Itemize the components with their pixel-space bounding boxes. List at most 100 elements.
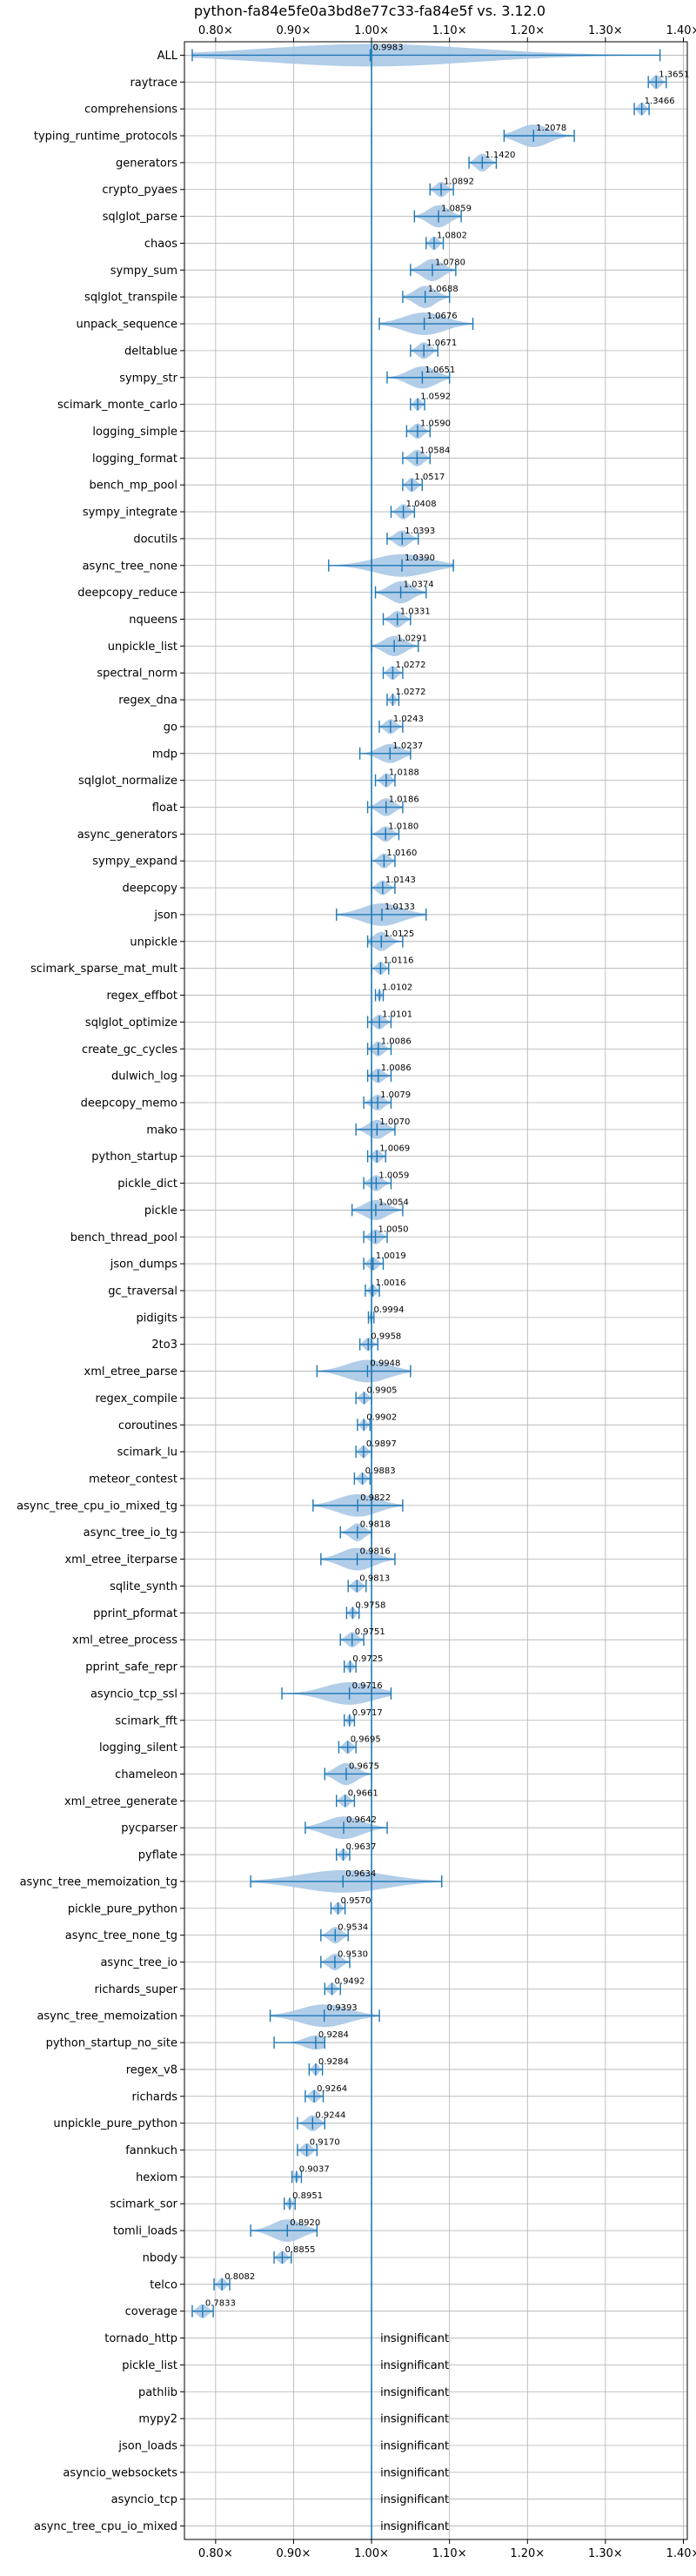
benchmark-label: richards: [132, 2090, 178, 2103]
value-label: 0.9983: [373, 43, 404, 52]
value-label: 0.9634: [345, 1869, 376, 1879]
value-label: 0.9661: [348, 1788, 378, 1798]
value-label: 0.9902: [366, 1412, 397, 1422]
benchmark-label: tornado_http: [104, 2332, 177, 2345]
value-label: 1.0133: [385, 902, 415, 912]
benchmark-label: coverage: [125, 2305, 177, 2318]
value-label: 0.8082: [224, 2272, 255, 2282]
benchmark-label: scimark_sparse_mat_mult: [30, 963, 177, 976]
benchmark-label: xml_etree_parse: [84, 1365, 177, 1379]
benchmark-label: go: [164, 721, 177, 734]
benchmark-label: logging_format: [92, 453, 177, 466]
insignificant-label: insignificant: [380, 2332, 449, 2345]
value-label: 1.0802: [437, 231, 467, 240]
benchmark-label: dulwich_log: [111, 1070, 177, 1083]
value-label: 0.9284: [318, 2030, 349, 2040]
benchmark-label: asyncio_websockets: [63, 2466, 177, 2479]
value-label: 1.0079: [380, 1090, 411, 1100]
value-label: 1.0272: [395, 688, 425, 697]
chart-title: python-fa84e5fe0a3bd8e77c33-fa84e5f vs. …: [194, 3, 545, 19]
value-label: 0.9905: [367, 1385, 398, 1395]
benchmark-label: regex_dna: [118, 694, 177, 708]
value-label: 1.0517: [414, 473, 445, 482]
benchmark-label: float: [152, 802, 177, 815]
benchmark-label: sympy_expand: [92, 855, 177, 869]
value-label: 0.9530: [338, 1950, 368, 1960]
value-label: 1.0584: [419, 446, 450, 455]
value-label: 1.0393: [405, 527, 435, 536]
benchmark-label: mypy2: [138, 2413, 177, 2426]
benchmark-label: async_tree_none: [83, 560, 177, 573]
value-label: 0.9818: [360, 1520, 391, 1530]
benchmark-label: comprehensions: [84, 104, 177, 117]
value-label: 0.9534: [338, 1923, 368, 1933]
benchmark-label: chameleon: [115, 1768, 177, 1781]
value-label: 1.0272: [395, 661, 425, 670]
value-label: 0.8855: [284, 2245, 315, 2255]
benchmark-label: python_startup_no_site: [46, 2037, 177, 2050]
x-tick-label-bottom: 0.90×: [277, 2547, 311, 2560]
x-tick-label-bottom: 1.10×: [432, 2547, 467, 2560]
value-label: 0.9393: [327, 2003, 358, 2013]
value-label: 1.0050: [378, 1224, 409, 1234]
value-label: 0.9492: [335, 1976, 365, 1986]
value-label: 1.0186: [389, 795, 419, 805]
value-label: 1.0143: [385, 875, 416, 885]
benchmark-label: xml_etree_process: [72, 1634, 177, 1647]
value-label: 0.9813: [359, 1573, 390, 1583]
value-label: 1.0592: [420, 392, 451, 402]
marks-layer: [191, 42, 667, 2539]
value-label: 0.8951: [292, 2191, 323, 2201]
benchmark-label: sympy_str: [119, 372, 177, 385]
value-label: 1.3466: [645, 97, 675, 106]
benchmark-label: sympy_sum: [110, 265, 177, 278]
value-label: 0.9675: [349, 1761, 379, 1771]
value-label: 0.9717: [352, 1708, 383, 1718]
benchmark-label: scimark_monte_carlo: [57, 399, 177, 412]
benchmark-label: async_tree_io: [100, 1956, 177, 1969]
benchmark-label: deepcopy: [122, 882, 177, 896]
benchmark-label: asyncio_tcp: [111, 2493, 177, 2506]
benchmark-label: sympy_integrate: [83, 506, 177, 520]
benchmark-label: xml_etree_iterparse: [64, 1553, 177, 1566]
value-label: 1.0688: [428, 285, 458, 294]
benchmark-label: mako: [146, 1124, 177, 1137]
x-tick-label-bottom: 1.30×: [588, 2547, 623, 2560]
benchmark-label: json_loads: [117, 2439, 177, 2452]
benchmark-label: sqlite_synth: [110, 1580, 177, 1593]
value-label: 0.9822: [360, 1493, 391, 1503]
value-label: 1.0374: [404, 580, 434, 590]
x-tick-label-bottom: 1.00×: [354, 2547, 389, 2560]
labels-layer: 0.80× 0.80× 0.90× 0.90× 1.00× 1.00× 1.10× 1.10×…: [17, 24, 696, 2560]
benchmark-label: pprint_pformat: [93, 1607, 177, 1620]
value-label: 1.0070: [379, 1117, 410, 1127]
benchmark-label: pickle_list: [122, 2359, 177, 2372]
value-label: 0.9758: [355, 1600, 385, 1610]
value-label: 1.0390: [405, 553, 435, 563]
benchmark-label: async_tree_none_tg: [65, 1929, 177, 1942]
benchmark-label: nqueens: [129, 614, 177, 627]
value-label: 1.0180: [388, 822, 418, 831]
value-label: 1.0243: [393, 714, 424, 724]
value-label: 0.9642: [346, 1815, 377, 1825]
benchmark-label: gc_traversal: [108, 1285, 177, 1298]
x-tick-label-top: 1.10×: [432, 24, 467, 37]
x-tick-label-bottom: 1.40×: [666, 2547, 696, 2560]
benchmark-label: generators: [116, 157, 177, 170]
value-label: 1.0102: [382, 983, 412, 993]
value-label: 1.0116: [383, 956, 413, 966]
benchmark-label: unpickle: [130, 936, 177, 949]
value-label: 0.9725: [352, 1654, 383, 1664]
value-label: 1.0291: [397, 634, 427, 643]
benchmark-label: scimark_lu: [117, 1446, 177, 1459]
benchmark-label: async_tree_memoization_tg: [20, 1875, 177, 1888]
benchmark-label: coroutines: [118, 1419, 177, 1432]
value-label: 1.3651: [659, 70, 689, 79]
x-tick-label-top: 0.90×: [277, 24, 311, 37]
benchmark-label: async_tree_memoization: [37, 2010, 177, 2023]
value-label: 0.9170: [310, 2138, 340, 2148]
benchmark-label: hexiom: [136, 2171, 177, 2184]
value-label: 1.0069: [379, 1144, 410, 1154]
